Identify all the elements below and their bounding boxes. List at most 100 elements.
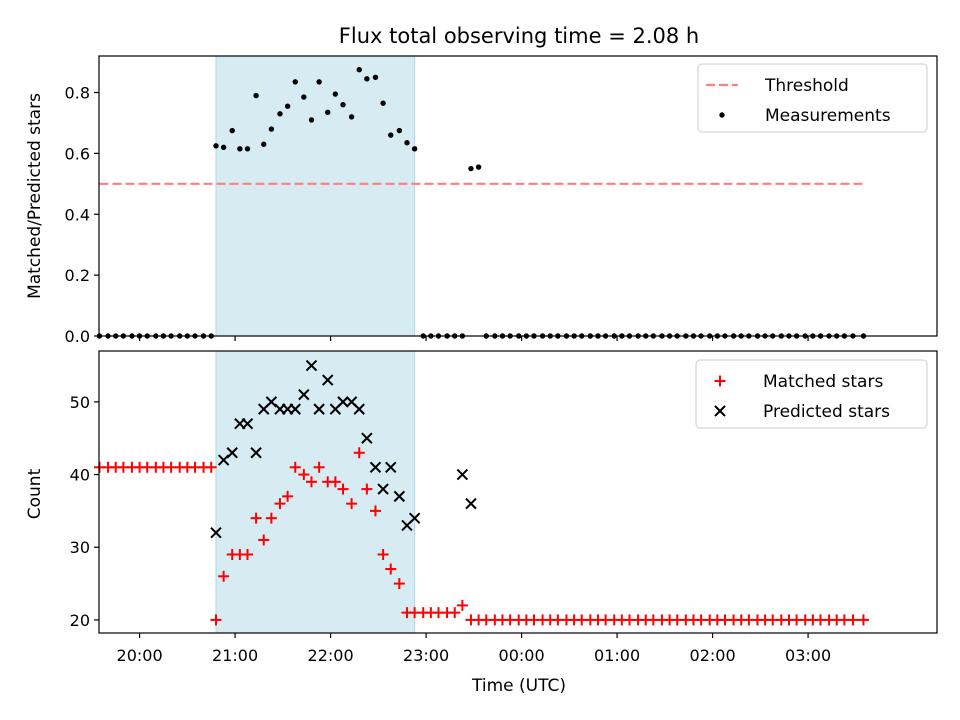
- measurement-point: [237, 146, 243, 152]
- matched-star-point: [857, 614, 869, 626]
- legend-box: [695, 359, 928, 429]
- x-tick-label: 20:00: [117, 646, 163, 665]
- matched-star-point: [337, 483, 349, 495]
- measurement-point: [284, 103, 291, 109]
- legend-label: Threshold: [764, 76, 849, 96]
- top-axes-frame: [98, 55, 938, 337]
- matched-star-point: [298, 469, 310, 481]
- legend-label: Predicted stars: [763, 402, 890, 422]
- legend-matched-swatch: [714, 375, 726, 387]
- matched-star-point: [210, 614, 222, 626]
- measurement-point: [372, 74, 379, 81]
- measurement-point: [316, 79, 322, 85]
- matched-star-point: [218, 570, 230, 582]
- predicted-star-point: [241, 417, 254, 430]
- matched-star-point: [305, 476, 317, 488]
- measurement-point: [292, 79, 298, 85]
- matched-star-point: [353, 447, 365, 459]
- x-tick-label: 00:00: [499, 646, 545, 665]
- bottom-y-ticks: 20 30 40 50: [70, 393, 99, 630]
- matched-star-point: [313, 461, 325, 473]
- x-tick-label: 22:00: [308, 646, 354, 665]
- chart-title: Flux total observing time = 2.08 h: [339, 24, 699, 48]
- measurement-point: [332, 91, 339, 97]
- measurement-point: [380, 100, 386, 106]
- measurement-point: [364, 76, 370, 82]
- predicted-star-point: [289, 403, 301, 415]
- legend-predicted-swatch: [714, 405, 726, 417]
- top-x-ticks: [138, 336, 809, 341]
- measurement-point: [468, 165, 474, 172]
- measurement-point: [356, 66, 362, 73]
- legend-label: Matched stars: [763, 372, 883, 392]
- x-tick-label: 21:00: [212, 646, 258, 665]
- predicted-star-point: [385, 461, 397, 473]
- measurement-point: [220, 144, 227, 151]
- measurement-point: [475, 164, 482, 170]
- measurement-point: [411, 146, 418, 152]
- legend-measurement-swatch: [719, 112, 725, 118]
- measurement-point: [340, 101, 346, 108]
- matched-star-point: [289, 461, 301, 473]
- matched-star-point: [393, 578, 405, 590]
- bottom-panel: 20 30 40 50 20:00 21:00 22:00 23:00 00:00 01:00 0…: [25, 350, 938, 696]
- measurement-point: [301, 94, 307, 100]
- predicted-star-point: [226, 447, 238, 459]
- x-tick-label: 23:00: [403, 646, 449, 665]
- matched-star-point: [449, 607, 461, 619]
- measurement-point: [308, 117, 315, 123]
- x-tick-label: 01:00: [594, 646, 640, 665]
- y-tick-label: 30: [70, 538, 90, 557]
- predicted-star-point: [361, 432, 373, 444]
- matched-star-point: [847, 614, 859, 626]
- x-tick-label: 03:00: [785, 646, 831, 665]
- matched-star-point: [369, 505, 381, 517]
- top-y-axis-label: Matched/Predicted stars: [25, 93, 45, 299]
- y-tick-label: 0.2: [65, 266, 90, 285]
- predicted-star-point: [337, 396, 349, 408]
- y-tick-label: 0.8: [65, 84, 90, 103]
- matched-star-point: [377, 549, 389, 561]
- predicted-star-point: [465, 497, 477, 510]
- predicted-star-point: [408, 512, 421, 524]
- bottom-y-axis-label: Count: [25, 468, 45, 519]
- measurement-point: [229, 127, 235, 134]
- legend-box: [697, 63, 928, 133]
- matched-star-point: [274, 498, 286, 510]
- predicted-star-point: [393, 490, 406, 503]
- measurement-point: [244, 146, 251, 152]
- y-tick-label: 40: [70, 466, 90, 485]
- bottom-x-ticks: 20:00 21:00 22:00 23:00 00:00 01:00 02:00 03:00: [117, 633, 831, 665]
- predicted-star-point: [298, 388, 310, 401]
- y-tick-label: 0.0: [65, 327, 90, 346]
- matched-star-point: [205, 461, 217, 473]
- y-tick-label: 0.6: [65, 144, 90, 163]
- legend-label: Measurements: [765, 106, 891, 126]
- x-tick-label: 02:00: [690, 646, 736, 665]
- x-axis-label: Time (UTC): [471, 676, 566, 696]
- matched-star-point: [385, 563, 397, 575]
- measurement-point: [253, 92, 259, 99]
- predicted-star-point: [369, 461, 382, 473]
- y-tick-label: 50: [70, 393, 90, 412]
- measurement-point: [213, 143, 219, 149]
- measurement-point: [404, 140, 410, 146]
- measurement-point: [348, 114, 355, 120]
- matched-star-point: [258, 534, 270, 546]
- predicted-star-point: [250, 447, 262, 459]
- predicted-star-point: [377, 483, 389, 495]
- measurement-point: [261, 141, 267, 147]
- bottom-legend: Matched stars Predicted stars: [695, 359, 928, 429]
- matched-star-point: [456, 599, 468, 611]
- top-legend: Threshold Measurements: [697, 63, 928, 133]
- matched-star-point: [265, 512, 277, 524]
- top-y-ticks: 0.0 0.2 0.4 0.6 0.8: [65, 84, 99, 346]
- measurement-point: [277, 111, 283, 117]
- bottom-axes-frame: [98, 350, 938, 634]
- matched-star-point: [250, 512, 262, 524]
- measurement-point: [325, 109, 331, 116]
- predicted-star-point: [456, 468, 469, 481]
- predicted-star-point: [322, 374, 334, 386]
- predicted-star-point: [305, 359, 318, 372]
- top-highlight-span: [215, 55, 416, 337]
